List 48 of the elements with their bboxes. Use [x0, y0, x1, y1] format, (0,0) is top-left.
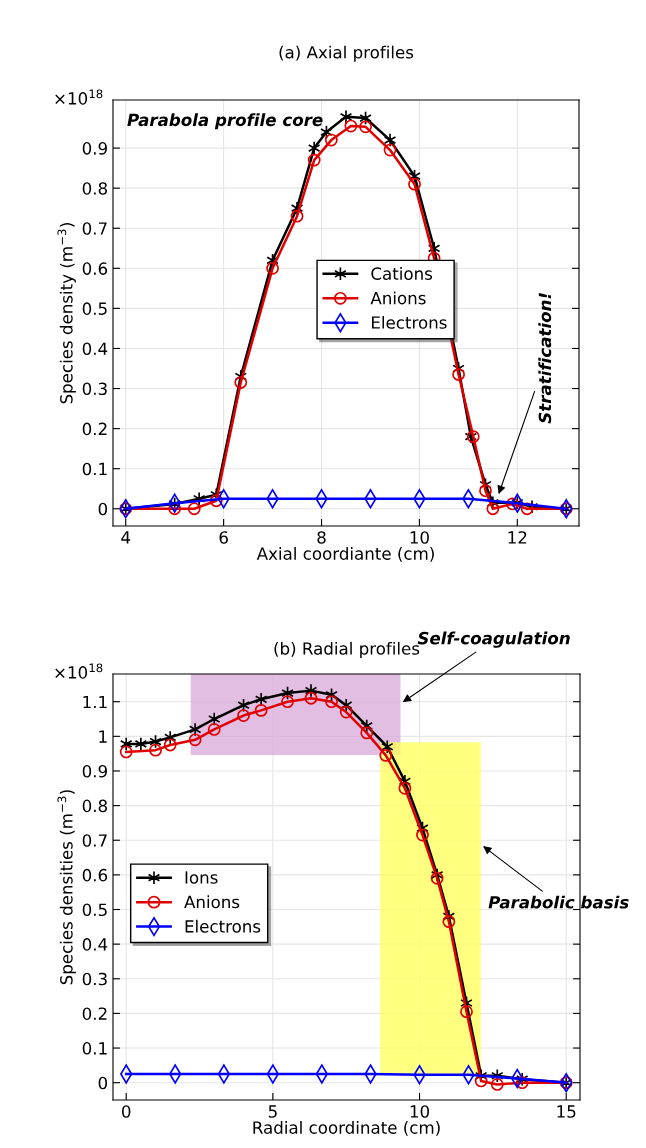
x-tick-label: 5 [268, 1105, 277, 1118]
x-tick-label: 0 [122, 1105, 131, 1118]
band-label: Parabolic basis [488, 895, 629, 909]
annotation: Parabola profile core [127, 113, 323, 130]
y-tick-label: 0.5 [82, 903, 107, 917]
y-tick-label: 1.1 [83, 695, 107, 709]
y-tick-label: 0.1 [82, 1042, 107, 1055]
x-tick-label: 4 [121, 531, 131, 544]
y-tick-label: 0.6 [82, 868, 108, 882]
y-tick-label: 0.9 [82, 764, 107, 778]
x-tick-label: 10 [410, 1105, 430, 1118]
x-tick-label: 10 [410, 531, 429, 544]
y-tick-label: 0.9 [82, 142, 107, 155]
y-tick-label: 0.4 [82, 342, 108, 356]
y-tick-label: 0 [98, 502, 108, 516]
y-tick-label: 0.2 [82, 1007, 107, 1020]
band-label: Self-coagulation [417, 631, 570, 648]
legend-label: Cations [371, 267, 433, 280]
legend-label: Anions [370, 291, 426, 305]
x-tick-label: 15 [557, 1105, 576, 1118]
legend-label: Electrons [372, 315, 447, 329]
x-axis-title: Axial coordiante (cm) [256, 546, 434, 562]
x-tick-label: 8 [317, 531, 326, 544]
y-tick-label: 0.5 [82, 302, 107, 315]
y-tick-label: 0 [98, 1076, 108, 1090]
y-tick-label: 0.1 [82, 462, 107, 476]
x-tick-label: 6 [219, 531, 228, 544]
legend-label: Anions [184, 895, 240, 909]
legend-label: Electrons [185, 919, 261, 933]
x-axis-title: Radial coordinate (cm) [253, 1120, 440, 1136]
x-tick-label: 12 [508, 531, 527, 544]
y-tick-label: 0.8 [82, 799, 107, 813]
y-tick-label: 0.3 [82, 382, 107, 396]
y-tick-label: 0.7 [82, 834, 107, 847]
y-tick-label: 0.8 [82, 182, 107, 195]
annotation: Stratification! [538, 293, 552, 424]
y-axis-title: Species density (m$^{−3}$) [57, 223, 76, 404]
chart-title: (a) Axial profiles [279, 45, 414, 62]
y-tick-label: 1 [99, 730, 107, 743]
y-tick-label: 0.2 [82, 422, 107, 436]
y-tick-label: 0.7 [82, 222, 107, 235]
legend-label: Ions [185, 871, 218, 884]
text: ×10$^{18}$ [55, 89, 103, 105]
y-tick-label: 0.6 [82, 262, 108, 275]
y-tick-label: 0.3 [82, 972, 107, 986]
y-tick-label: 0.4 [82, 938, 108, 951]
y-axis-title: Species densities (m$^{−3}$) [57, 790, 76, 985]
text: ×10$^{18}$ [55, 663, 103, 679]
